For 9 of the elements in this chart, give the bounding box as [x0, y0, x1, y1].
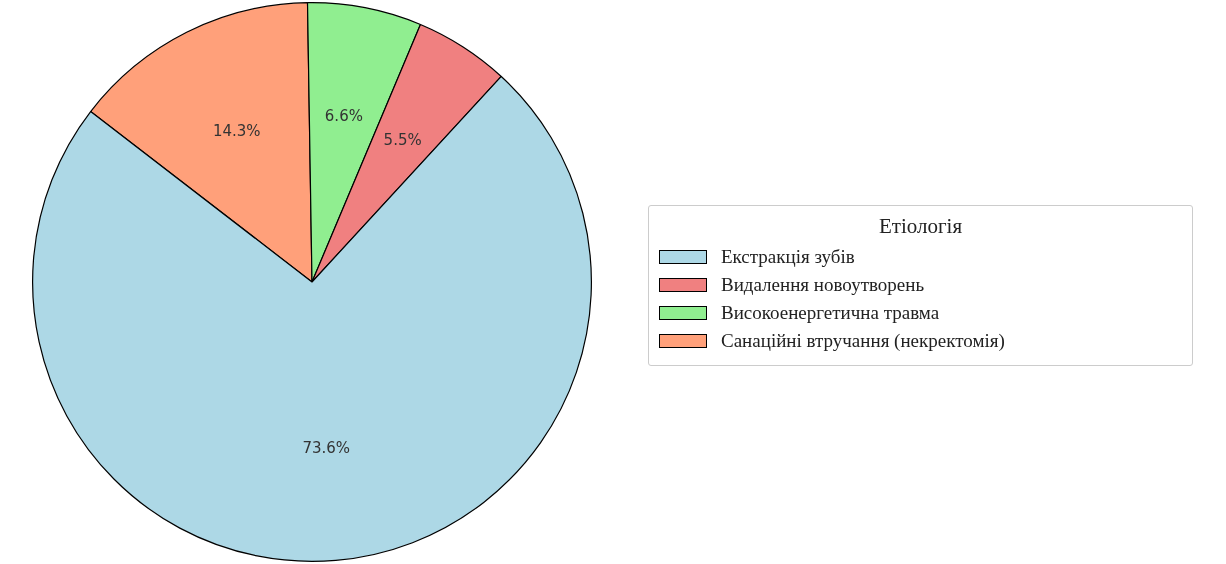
legend-label: Екстракція зубів	[721, 246, 855, 268]
data-label: 14.3%	[212, 122, 261, 141]
legend-label: Санаційні втручання (некректомія)	[721, 330, 1005, 352]
legend-label: Видалення новоутворень	[721, 274, 925, 296]
data-label: 5.5%	[383, 130, 422, 149]
legend-label: Високоенергетична травма	[721, 302, 940, 324]
data-label: 73.6%	[302, 438, 351, 457]
data-label: 6.6%	[324, 107, 363, 126]
legend-title: Етіологія	[877, 214, 964, 239]
